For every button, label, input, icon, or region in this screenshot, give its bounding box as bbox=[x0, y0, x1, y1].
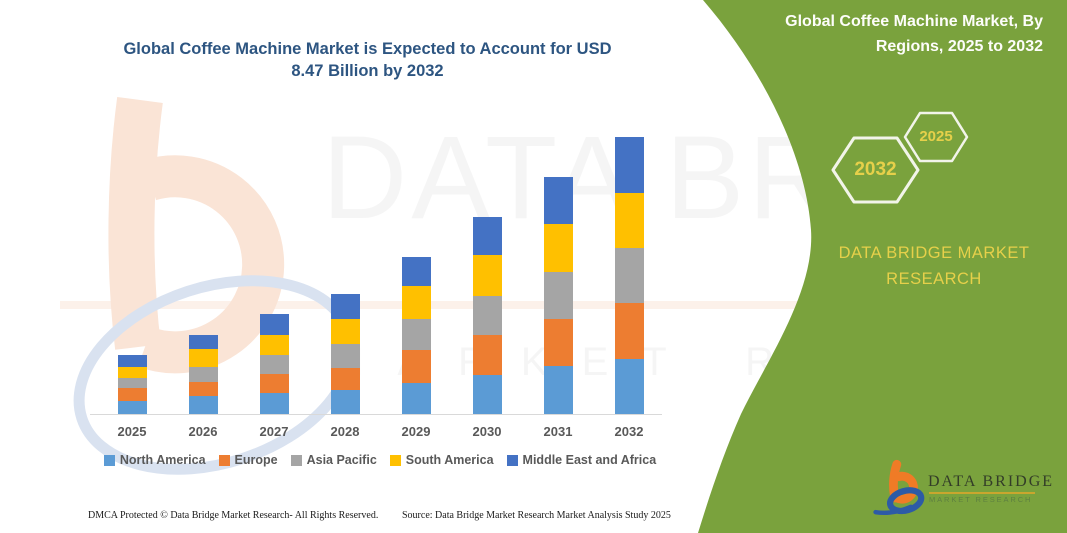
legend-swatch-icon bbox=[389, 454, 401, 466]
x-axis-label-2029: 2029 bbox=[401, 424, 431, 439]
legend-swatch-icon bbox=[290, 454, 302, 466]
legend-swatch-icon bbox=[218, 454, 230, 466]
x-axis-label-2031: 2031 bbox=[543, 424, 573, 439]
x-axis-label-2025: 2025 bbox=[117, 424, 147, 439]
panel-heading-line2: Regions, 2025 to 2032 bbox=[875, 37, 1043, 55]
bar-segment-2028-south-america bbox=[330, 319, 360, 344]
footer-dmca: DMCA Protected © Data Bridge Market Rese… bbox=[88, 510, 379, 521]
green-panel-shape bbox=[698, 0, 1067, 533]
legend-label: Asia Pacific bbox=[306, 453, 377, 467]
hexagon-small bbox=[903, 111, 969, 163]
bar-segment-2031-europe bbox=[543, 318, 573, 366]
bar-segment-2031-asia-pacific bbox=[543, 271, 573, 319]
panel-heading: Global Coffee Machine Market, By Regions… bbox=[758, 10, 1043, 60]
legend-label: Europe bbox=[234, 453, 278, 467]
dbmr-logo-icon bbox=[873, 459, 925, 516]
legend-label: North America bbox=[119, 453, 206, 467]
bar-segment-2029-north-america bbox=[401, 382, 431, 414]
watermark-band bbox=[60, 301, 810, 309]
bar-segment-2025-middle-east-and-africa bbox=[117, 355, 147, 367]
bar-segment-2032-middle-east-and-africa bbox=[614, 137, 644, 193]
bar-segment-2026-europe bbox=[188, 382, 218, 397]
bar-segment-2032-asia-pacific bbox=[614, 247, 644, 303]
bar-segment-2030-south-america bbox=[472, 254, 502, 297]
bar-segment-2027-europe bbox=[259, 374, 289, 393]
legend-item-middle-east-and-africa: Middle East and Africa bbox=[506, 453, 657, 467]
bar-segment-2029-asia-pacific bbox=[401, 318, 431, 350]
bar-segment-2025-europe bbox=[117, 387, 147, 401]
bar-segment-2028-europe bbox=[330, 367, 360, 391]
hexagon-large bbox=[831, 136, 920, 204]
bar-segment-2027-south-america bbox=[259, 334, 289, 355]
bar-segment-2026-asia-pacific bbox=[188, 367, 218, 383]
legend-label: Middle East and Africa bbox=[522, 453, 657, 467]
bar-segment-2032-north-america bbox=[614, 359, 644, 414]
bar-segment-2028-asia-pacific bbox=[330, 343, 360, 368]
bar-segment-2032-europe bbox=[614, 302, 644, 360]
bar-segment-2029-south-america bbox=[401, 285, 431, 319]
chart-title-line2: 8.47 Billion by 2032 bbox=[291, 62, 444, 81]
logo-wordmark: DATA BRIDGE bbox=[928, 473, 1055, 490]
legend-item-south-america: South America bbox=[389, 453, 494, 467]
bar-segment-2028-middle-east-and-africa bbox=[330, 294, 360, 320]
bar-segment-2031-south-america bbox=[543, 224, 573, 272]
x-axis-label-2030: 2030 bbox=[472, 424, 502, 439]
x-axis-line bbox=[90, 414, 662, 415]
x-axis-label-2026: 2026 bbox=[188, 424, 218, 439]
bar-segment-2027-north-america bbox=[259, 392, 289, 414]
chart-title-line1: Global Coffee Machine Market is Expected… bbox=[123, 40, 612, 58]
bar-segment-2026-middle-east-and-africa bbox=[188, 334, 218, 349]
plot-area bbox=[90, 130, 665, 414]
bar-segment-2026-north-america bbox=[188, 396, 218, 414]
bar-segment-2032-south-america bbox=[614, 192, 644, 248]
bar-segment-2028-north-america bbox=[330, 390, 360, 414]
legend-label: South America bbox=[405, 453, 494, 467]
legend-item-europe: Europe bbox=[218, 453, 278, 467]
x-axis-label-2028: 2028 bbox=[330, 424, 360, 439]
bar-segment-2031-middle-east-and-africa bbox=[543, 176, 573, 225]
bar-segment-2025-south-america bbox=[117, 366, 147, 378]
logo-underline bbox=[929, 492, 1035, 494]
chart-legend: North America Europe Asia Pacific South Ame… bbox=[90, 453, 670, 467]
footer-source: Source: Data Bridge Market Research Mark… bbox=[402, 510, 671, 521]
x-axis-label-2027: 2027 bbox=[259, 424, 289, 439]
logo-subtext: MARKET RESEARCH bbox=[929, 495, 1033, 504]
bar-segment-2030-north-america bbox=[472, 375, 502, 414]
bar-segment-2026-south-america bbox=[188, 348, 218, 368]
brand-caption: DATA BRIDGE MARKET RESEARCH bbox=[838, 244, 1030, 288]
bar-segment-2027-asia-pacific bbox=[259, 354, 289, 375]
bar-segment-2030-middle-east-and-africa bbox=[472, 216, 502, 255]
legend-swatch-icon bbox=[506, 454, 518, 466]
chart-title: Global Coffee Machine Market is Expected… bbox=[95, 38, 640, 83]
bar-segment-2030-europe bbox=[472, 334, 502, 376]
bar-segment-2027-middle-east-and-africa bbox=[259, 314, 289, 335]
legend-item-north-america: North America bbox=[103, 453, 206, 467]
legend-item-asia-pacific: Asia Pacific bbox=[290, 453, 377, 467]
bar-segment-2025-asia-pacific bbox=[117, 377, 147, 388]
bar-segment-2030-asia-pacific bbox=[472, 296, 502, 335]
bar-segment-2029-europe bbox=[401, 349, 431, 383]
hexagon-small-year: 2025 bbox=[919, 128, 953, 145]
legend-swatch-icon bbox=[103, 454, 115, 466]
panel-heading-line1: Global Coffee Machine Market, By bbox=[785, 13, 1043, 30]
bar-segment-2029-middle-east-and-africa bbox=[401, 256, 431, 286]
bar-segment-2031-north-america bbox=[543, 365, 573, 414]
x-axis-label-2032: 2032 bbox=[614, 424, 644, 439]
hexagon-large-year: 2032 bbox=[854, 159, 897, 180]
bar-segment-2025-north-america bbox=[117, 400, 147, 414]
